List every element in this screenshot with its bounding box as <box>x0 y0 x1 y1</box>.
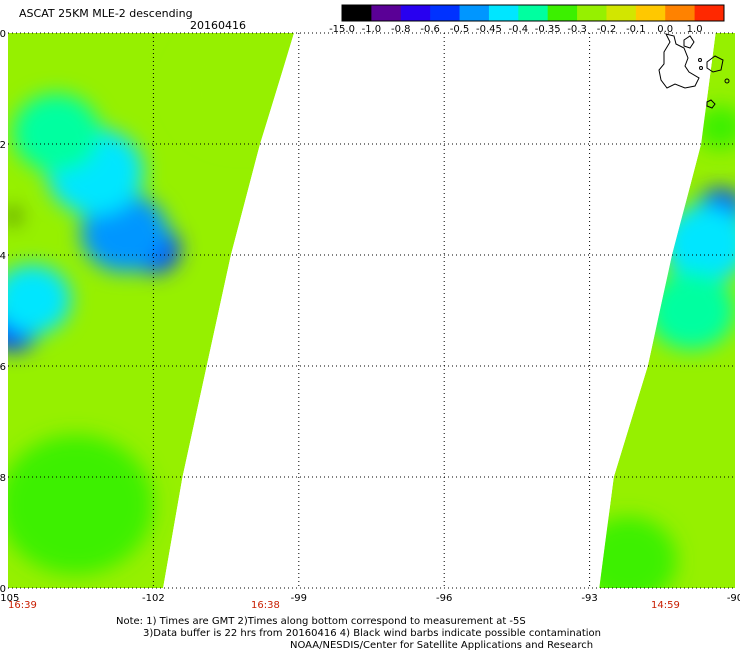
colorbar-segment <box>665 5 696 21</box>
x-tick-label: -93 <box>581 593 597 604</box>
anomaly-blob <box>662 204 735 284</box>
colorbar-label: -0.1 <box>626 24 646 35</box>
y-tick-label: 0 <box>0 29 6 40</box>
colorbar-segment <box>342 5 372 21</box>
colorbar-label: -0.35 <box>535 24 561 35</box>
x-tick-label: -96 <box>436 593 452 604</box>
swath-anomalies-east <box>599 105 735 588</box>
colorbar-label: -0.8 <box>391 24 411 35</box>
heatmap-plot: -105 -102 -99 -96 -93 -90 0 -2 -4 -6 -8 -10 <box>0 29 740 604</box>
time-label-middle: 16:38 <box>251 600 280 611</box>
land-outline <box>658 33 730 109</box>
anomaly-blob <box>8 210 19 222</box>
x-tick-label: -99 <box>291 593 307 604</box>
colorbar-segment <box>518 5 549 21</box>
colorbar-label: -0.4 <box>509 24 529 35</box>
colorbar-label: -0.5 <box>450 24 470 35</box>
colorbar-label: 1.0 <box>687 24 703 35</box>
time-label-east: 14:59 <box>651 600 680 611</box>
colorbar-segment <box>400 5 431 21</box>
island-floreana <box>706 99 716 109</box>
x-tick-label: -102 <box>142 593 165 604</box>
colorbar-segment <box>430 5 461 21</box>
island-santa-cruz <box>706 55 724 73</box>
colorbar-segment <box>694 5 725 21</box>
y-tick-label: -8 <box>0 473 6 484</box>
colorbar-label: 0.0 <box>657 24 673 35</box>
anomaly-blob <box>177 33 294 146</box>
colorbar-segment <box>606 5 637 21</box>
time-label-west: 16:39 <box>8 600 37 611</box>
island-small <box>699 66 703 70</box>
colorbar-segment <box>459 5 490 21</box>
note-line-1: Note: 1) Times are GMT 2)Times along bot… <box>116 616 526 627</box>
anomaly-blob <box>647 271 735 350</box>
colorbar-label: -15.0 <box>329 24 355 35</box>
swath-west <box>8 33 294 588</box>
swath-east <box>599 33 735 588</box>
colorbar-frame <box>341 4 725 22</box>
chart-date: 20160416 <box>190 19 246 32</box>
colorbar-segment <box>488 5 519 21</box>
y-tick-label: -2 <box>0 140 6 151</box>
note-line-3: NOAA/NESDIS/Center for Satellite Applica… <box>290 640 594 651</box>
colorbar-segment <box>547 5 578 21</box>
anomaly-blob <box>696 105 735 150</box>
y-tick-label: -6 <box>0 362 6 373</box>
grid <box>8 32 735 589</box>
colorbar-segment <box>577 5 607 21</box>
colorbar-label: -1.0 <box>362 24 382 35</box>
chart-title: ASCAT 25KM MLE-2 descending <box>19 7 193 20</box>
island-small <box>724 78 730 84</box>
anomaly-blob <box>12 93 101 173</box>
anomaly-blob <box>599 516 677 588</box>
y-tick-label: -10 <box>0 584 6 595</box>
colorbar-label: -0.3 <box>567 24 587 35</box>
anomaly-blob <box>8 434 154 575</box>
y-tick-label: -4 <box>0 251 6 262</box>
anomaly-blob <box>8 264 72 335</box>
note-line-2: 3)Data buffer is 22 hrs from 20160416 4)… <box>143 628 601 639</box>
x-tick-label: -90 <box>727 593 740 604</box>
swath-anomalies-west <box>8 33 294 575</box>
x-tick-label: -105 <box>0 593 19 604</box>
colorbar-label: -0.6 <box>420 24 440 35</box>
colorbar-segment <box>635 5 666 21</box>
island-small <box>698 58 702 62</box>
colorbar: -15.0 -1.0 -0.8 -0.6 -0.5 -0.45 -0.4 -0.35 -0.3-… <box>329 4 725 35</box>
colorbar-segment <box>371 5 402 21</box>
colorbar-label: -0.2 <box>597 24 617 35</box>
colorbar-label: -0.45 <box>476 24 502 35</box>
island-santiago <box>683 35 695 49</box>
island-isabela <box>658 33 700 89</box>
